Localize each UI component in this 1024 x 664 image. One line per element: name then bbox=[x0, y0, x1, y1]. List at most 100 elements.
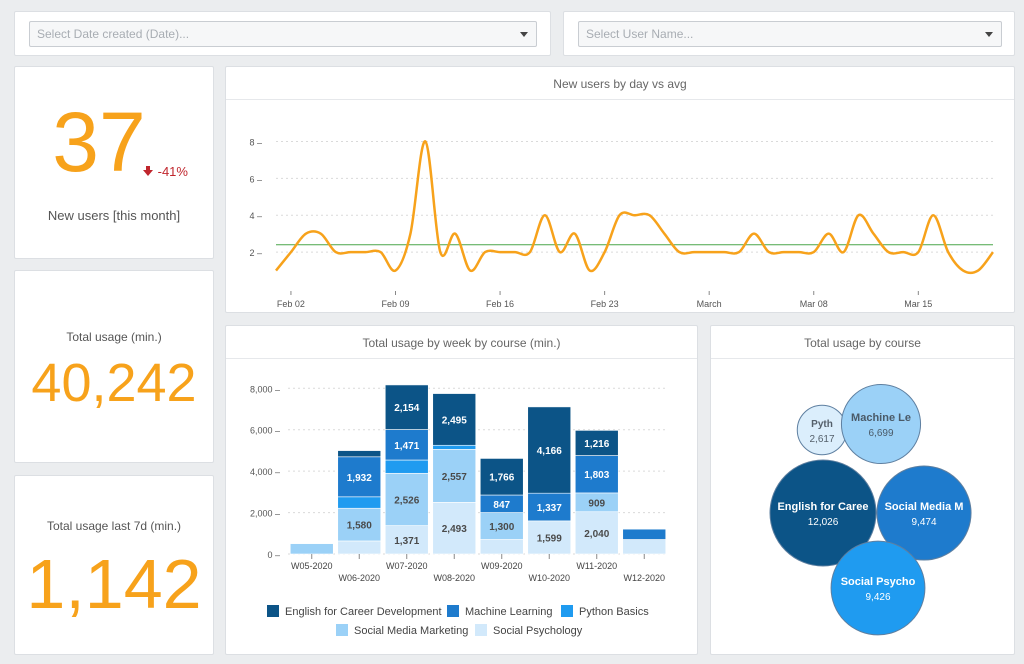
bar-segment[interactable] bbox=[622, 528, 667, 540]
x-tick-label: W07-2020 bbox=[386, 561, 428, 571]
bar-segment[interactable] bbox=[384, 525, 429, 555]
x-tick-label: W06-2020 bbox=[338, 573, 380, 583]
bar-segment[interactable] bbox=[479, 512, 524, 540]
kpi-new-users-delta: -41% bbox=[142, 164, 188, 179]
bar-segment[interactable] bbox=[337, 496, 382, 509]
bubble[interactable] bbox=[830, 540, 926, 636]
legend-swatch bbox=[336, 624, 348, 636]
bar-data-label: 1,580 bbox=[347, 521, 372, 532]
arrow-down-icon bbox=[143, 166, 153, 176]
bar-chart: 0 – 2,000 – 4,000 – 6,000 – 8,000 – 1,371 2,49… bbox=[250, 384, 668, 583]
bar-data-label: 2,493 bbox=[442, 524, 467, 535]
x-tick-label: Mar 15 bbox=[904, 299, 932, 309]
bubble-label: Machine Le bbox=[851, 412, 911, 424]
bubble[interactable] bbox=[796, 404, 848, 456]
bar-segment[interactable] bbox=[337, 540, 382, 555]
bar-segment[interactable] bbox=[574, 511, 619, 555]
bar-segment[interactable] bbox=[337, 450, 382, 458]
legend-label: English for Career Development bbox=[285, 606, 442, 618]
date-select[interactable]: Select Date created (Date)... bbox=[29, 21, 537, 47]
bar-data-label: 2,526 bbox=[394, 495, 419, 506]
y-tick-label: 4 – bbox=[249, 211, 262, 221]
y-tick-label: 2,000 – bbox=[250, 509, 280, 519]
bar-segment[interactable] bbox=[289, 543, 334, 555]
kpi-usage-7d-label: Total usage last 7d (min.) bbox=[46, 519, 182, 533]
legend-label: Python Basics bbox=[579, 606, 649, 618]
filter-user-panel: Select User Name... bbox=[563, 11, 1015, 56]
y-tick-label: 4,000 – bbox=[250, 467, 280, 477]
bar-data-label: 4,166 bbox=[537, 446, 562, 457]
legend-label: Social Media Marketing bbox=[354, 625, 469, 637]
bar-chart-title: Total usage by week by course (min.) bbox=[226, 326, 697, 359]
bar-segment[interactable] bbox=[337, 456, 382, 498]
bar-chart-legend: English for Career Development Machine L… bbox=[226, 602, 699, 646]
kpi-usage-7d-panel: Total usage last 7d (min.) 1,142 bbox=[14, 475, 214, 655]
bar-segment[interactable] bbox=[574, 430, 619, 456]
y-tick-label: 2 – bbox=[249, 248, 262, 258]
bar-data-label: 1,471 bbox=[394, 441, 419, 452]
line-chart: 2 – 4 – 6 – 8 – Feb 02 Feb 09 Feb 16 Feb 23 Marc… bbox=[249, 137, 994, 309]
x-tick-label: March bbox=[697, 299, 722, 309]
bar-segment[interactable] bbox=[384, 384, 429, 430]
bar-data-label: 1,300 bbox=[489, 522, 514, 533]
bubble-chart-title: Total usage by course bbox=[711, 326, 1014, 359]
bar-data-label: 1,932 bbox=[347, 473, 372, 484]
x-tick-label: Feb 02 bbox=[277, 299, 305, 309]
kpi-total-usage-value: 40,242 bbox=[31, 353, 197, 413]
bubble[interactable] bbox=[876, 465, 972, 561]
y-tick-label: 8 – bbox=[249, 137, 262, 147]
x-tick-label: Feb 23 bbox=[591, 299, 619, 309]
legend-label: Social Psychology bbox=[493, 625, 583, 637]
bar-segment[interactable] bbox=[479, 458, 524, 496]
legend-item[interactable]: Machine Learning bbox=[447, 605, 552, 618]
bar-segment[interactable] bbox=[337, 507, 382, 542]
legend-item[interactable]: Social Psychology bbox=[475, 624, 582, 637]
bar-segment[interactable] bbox=[384, 472, 429, 526]
bubble-value: 9,426 bbox=[865, 592, 890, 603]
bubble-value: 12,026 bbox=[808, 517, 839, 528]
kpi-new-users-delta-text: -41% bbox=[157, 164, 188, 179]
y-tick-label: 6 – bbox=[249, 174, 262, 184]
user-select-placeholder: Select User Name... bbox=[586, 27, 694, 41]
bar-segment[interactable] bbox=[479, 539, 524, 555]
bar-data-label: 1,216 bbox=[584, 439, 609, 450]
kpi-usage-7d-value: 1,142 bbox=[26, 545, 202, 623]
bar-data-label: 2,557 bbox=[442, 472, 467, 483]
bar-segment[interactable] bbox=[527, 406, 572, 494]
legend-swatch bbox=[475, 624, 487, 636]
bar-segment[interactable] bbox=[432, 393, 477, 446]
bar-segment[interactable] bbox=[384, 459, 429, 474]
bar-data-label: 1,599 bbox=[537, 533, 562, 544]
bubble-label: Pyth bbox=[811, 419, 833, 430]
user-select[interactable]: Select User Name... bbox=[578, 21, 1002, 47]
bubble-label: Social Psycho bbox=[841, 576, 916, 588]
bar-segment[interactable] bbox=[432, 449, 477, 503]
chevron-down-icon bbox=[985, 32, 993, 37]
bar-data-label: 2,040 bbox=[584, 529, 609, 540]
bar-chart-panel: Total usage by week by course (min.) 0 –… bbox=[225, 325, 698, 655]
bar-segment[interactable] bbox=[622, 539, 667, 555]
bar-segment[interactable] bbox=[432, 444, 477, 450]
line-chart-panel: New users by day vs avg 2 – 4 – 6 – 8 – Feb … bbox=[225, 66, 1015, 313]
x-tick-label: W12-2020 bbox=[623, 573, 665, 583]
legend-swatch bbox=[561, 605, 573, 617]
kpi-new-users-panel: 37 -41% New users [this month] bbox=[14, 66, 214, 259]
x-tick-label: W05-2020 bbox=[291, 561, 333, 571]
bubble-chart: Pyth 2,617 Machine Le 6,699 English for Care… bbox=[769, 383, 972, 636]
legend-item[interactable]: Social Media Marketing bbox=[336, 624, 468, 637]
x-tick-label: Mar 08 bbox=[800, 299, 828, 309]
legend-swatch bbox=[267, 605, 279, 617]
bar-segment[interactable] bbox=[527, 520, 572, 555]
bubble-value: 9,474 bbox=[911, 517, 936, 528]
bar-segment[interactable] bbox=[527, 492, 572, 522]
bubble[interactable] bbox=[769, 459, 877, 567]
bar-data-label: 1,803 bbox=[584, 470, 609, 481]
legend-item[interactable]: English for Career Development bbox=[267, 605, 442, 618]
legend-swatch bbox=[447, 605, 459, 617]
bar-data-label: 909 bbox=[588, 498, 605, 509]
bubble[interactable] bbox=[840, 383, 922, 465]
y-tick-label: 8,000 – bbox=[250, 384, 280, 394]
x-tick-label: W11-2020 bbox=[576, 561, 617, 571]
legend-item[interactable]: Python Basics bbox=[561, 605, 649, 618]
bar-segment[interactable] bbox=[574, 455, 619, 494]
